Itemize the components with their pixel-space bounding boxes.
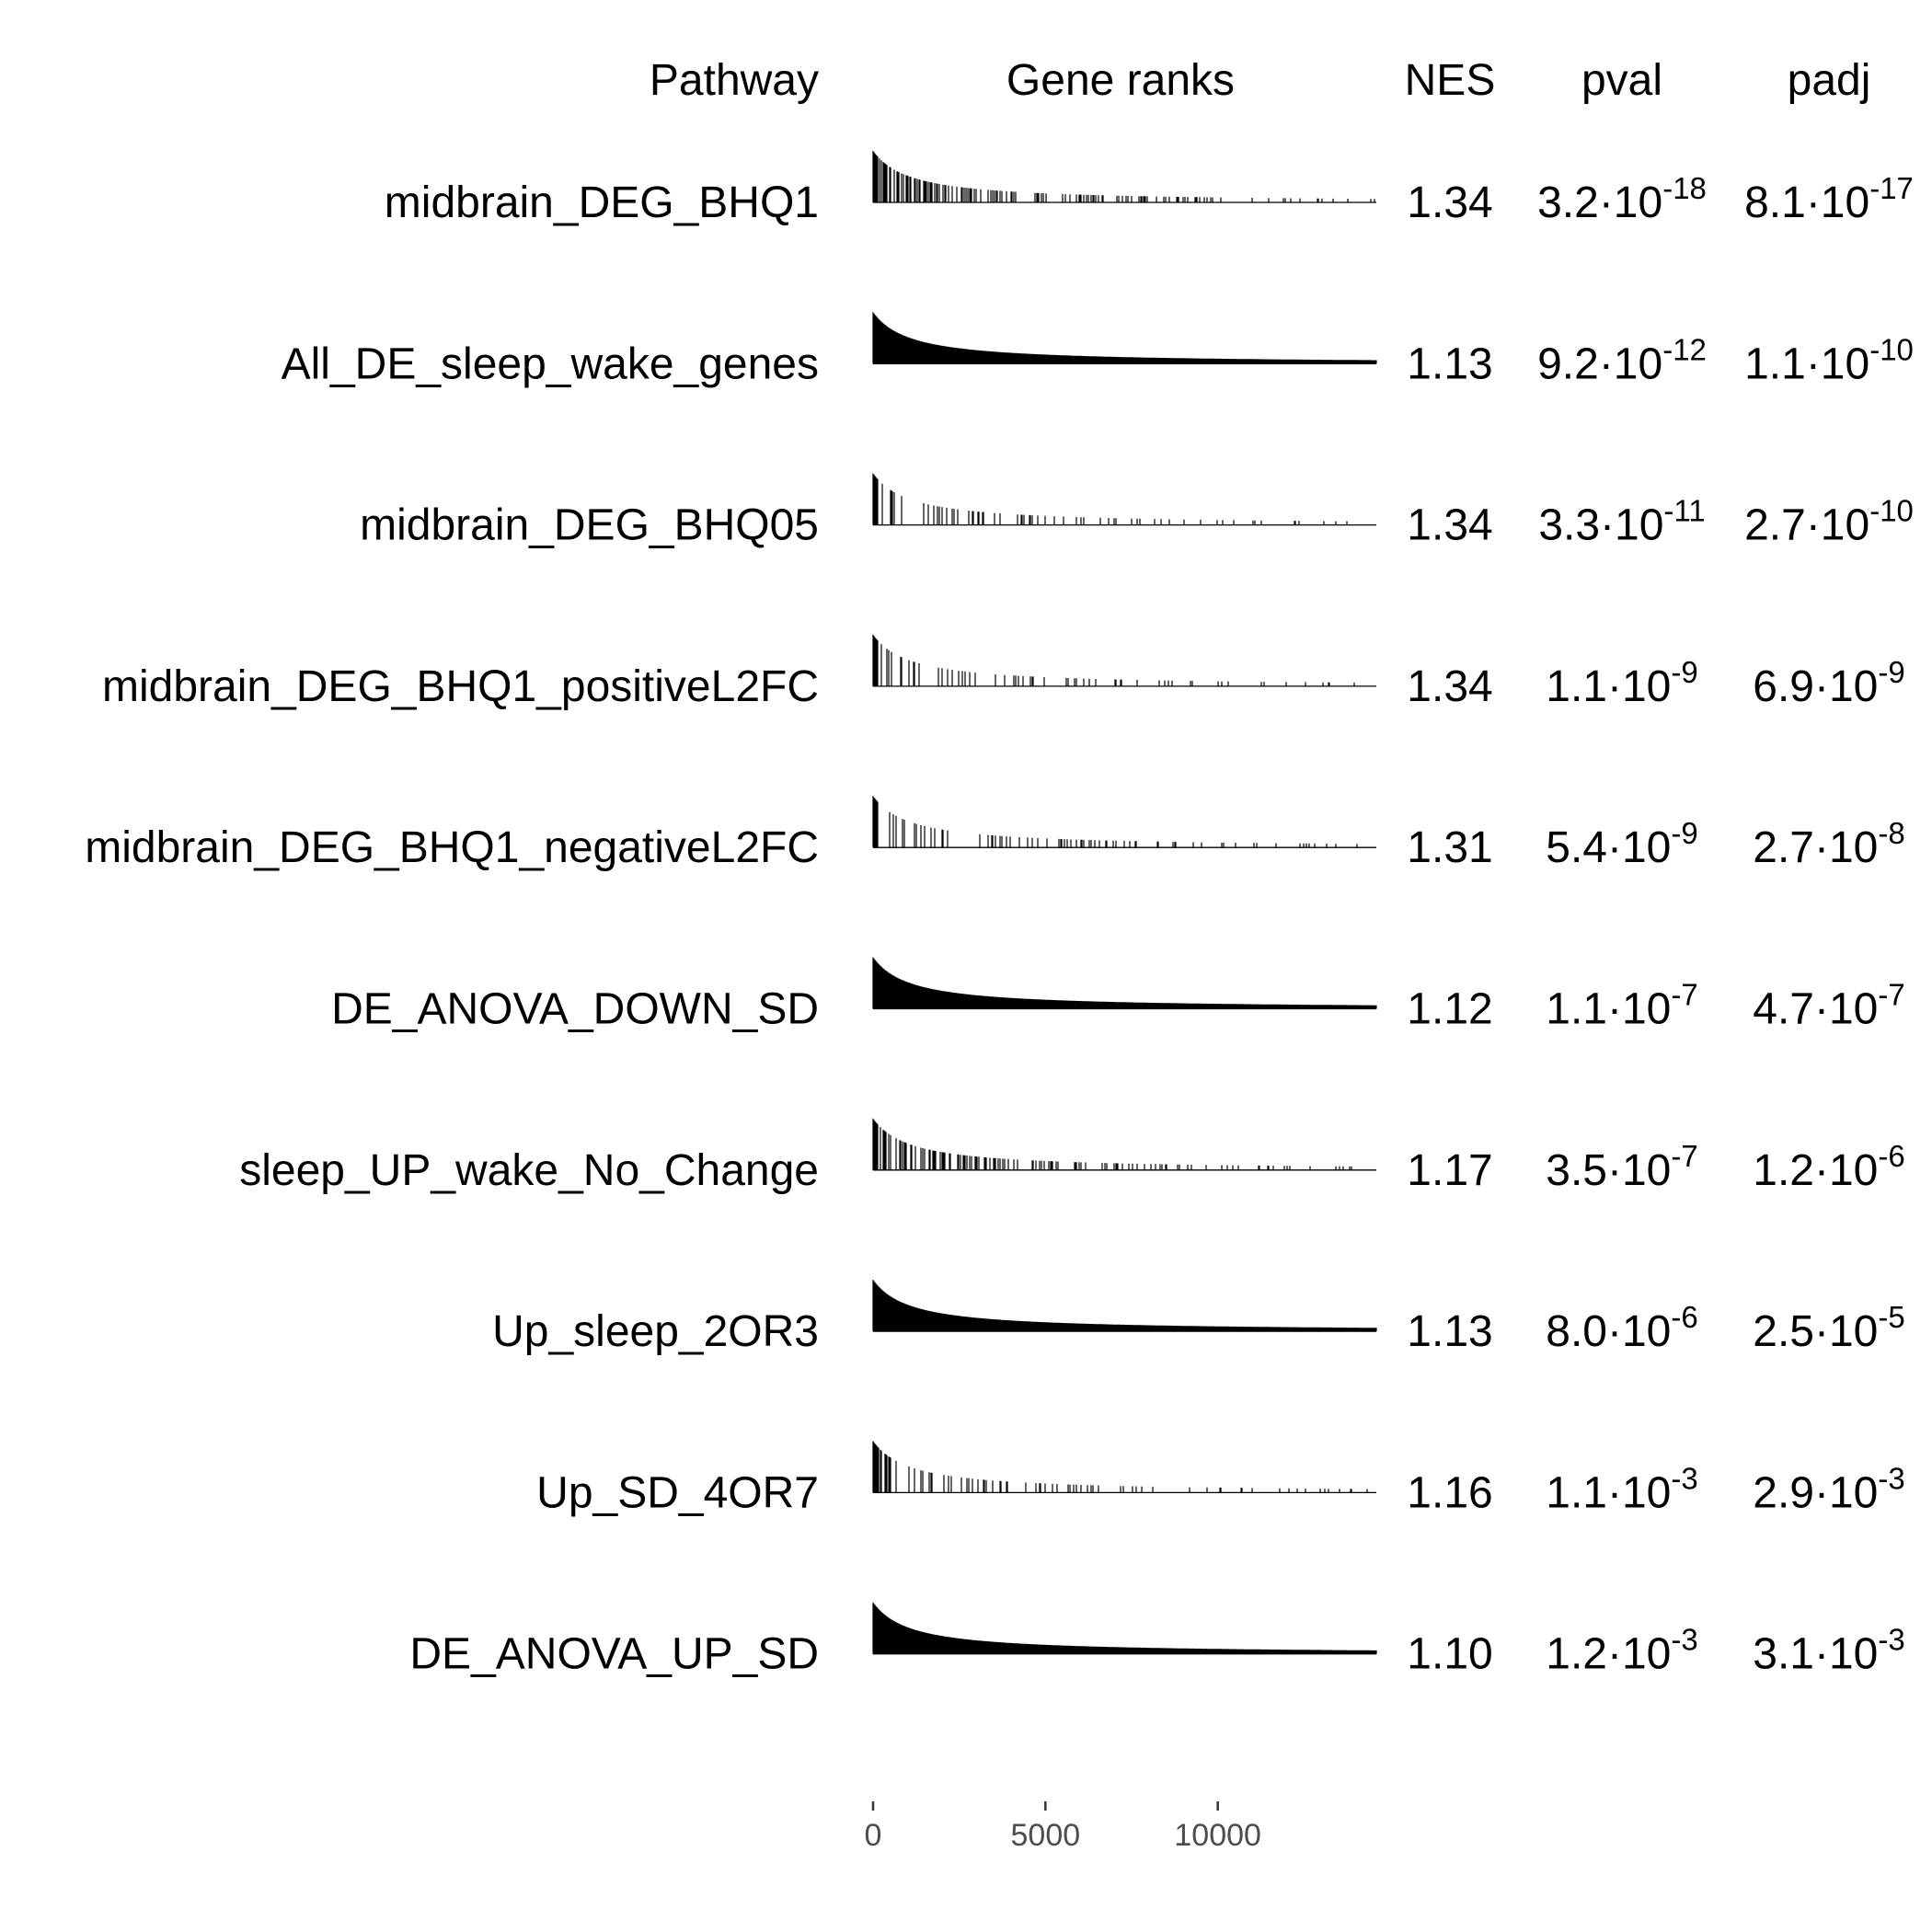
nes-value: 1.34	[1407, 178, 1492, 227]
pathway-label: DE_ANOVA_DOWN_SD	[331, 985, 819, 1034]
gene-rank-bars	[872, 1441, 1368, 1493]
x-axis: 0 5000 10000	[865, 1801, 1261, 1853]
pval-value: 5.4·10-9	[1546, 816, 1697, 872]
gene-rank-bars	[872, 796, 1358, 848]
nes-value: 1.13	[1407, 1307, 1492, 1356]
nes-value: 1.31	[1407, 823, 1492, 872]
pathway-row: midbrain_DEG_BHQ1_positiveL2FC 1.34 1.1·10…	[102, 634, 1905, 711]
pathway-label: midbrain_DEG_BHQ1_negativeL2FC	[85, 823, 819, 872]
header-padj: padj	[1788, 56, 1871, 105]
gene-rank-strip	[872, 796, 1376, 848]
pval-value: 1.1·10-3	[1546, 1461, 1697, 1517]
gene-rank-bars	[872, 957, 1377, 1009]
column-headers: Pathway Gene ranks NES pval padj	[650, 56, 1870, 105]
gene-rank-bars	[872, 1118, 1352, 1170]
padj-value: 1.2·10-6	[1753, 1139, 1904, 1195]
pathway-row: midbrain_DEG_BHQ1_negativeL2FC 1.31 5.4·10…	[85, 796, 1905, 872]
padj-value: 2.7·10-8	[1753, 816, 1904, 872]
padj-value: 2.7·10-10	[1744, 494, 1914, 550]
padj-value: 8.1·10-17	[1744, 171, 1914, 227]
x-tick-label: 10000	[1174, 1818, 1261, 1853]
gene-rank-bars	[872, 1280, 1377, 1332]
pathway-label: midbrain_DEG_BHQ05	[360, 501, 819, 550]
pathway-row: Up_SD_4OR7 1.16 1.1·10-3 2.9·10-3	[536, 1441, 1905, 1517]
gene-rank-bars	[872, 312, 1377, 364]
pathway-label: Up_SD_4OR7	[536, 1468, 819, 1517]
pathway-row: DE_ANOVA_UP_SD 1.10 1.2·10-3 3.1·10-3	[409, 1602, 1905, 1679]
padj-value: 1.1·10-10	[1744, 332, 1914, 388]
gene-rank-bars	[872, 634, 1355, 686]
gene-rank-bars	[872, 151, 1375, 202]
pathway-label: sleep_UP_wake_No_Change	[239, 1146, 819, 1195]
pval-value: 9.2·10-12	[1537, 332, 1707, 388]
pathway-row: midbrain_DEG_BHQ05 1.34 3.3·10-11 2.7·10-10	[360, 473, 1914, 550]
gene-rank-bars	[872, 1602, 1377, 1654]
pathway-row: Up_sleep_2OR3 1.13 8.0·10-6 2.5·10-5	[492, 1280, 1905, 1356]
gene-rank-strip	[872, 1118, 1376, 1171]
nes-value: 1.34	[1407, 501, 1492, 550]
gene-rank-strip	[872, 312, 1377, 364]
nes-value: 1.34	[1407, 662, 1492, 711]
header-gene-ranks: Gene ranks	[1006, 56, 1235, 105]
header-nes: NES	[1405, 56, 1496, 105]
nes-value: 1.16	[1407, 1468, 1492, 1517]
pathway-label: All_DE_sleep_wake_genes	[282, 339, 819, 388]
padj-value: 6.9·10-9	[1753, 655, 1904, 711]
gene-rank-strip	[872, 473, 1376, 526]
pathway-label: midbrain_DEG_BHQ1	[385, 178, 819, 227]
pval-value: 3.5·10-7	[1546, 1139, 1697, 1195]
padj-value: 3.1·10-3	[1753, 1623, 1904, 1679]
padj-value: 2.9·10-3	[1753, 1461, 1904, 1517]
pval-value: 8.0·10-6	[1546, 1300, 1697, 1356]
nes-value: 1.17	[1407, 1146, 1492, 1195]
pathway-label: Up_sleep_2OR3	[492, 1307, 819, 1356]
header-pathway: Pathway	[650, 56, 819, 105]
x-tick-label: 5000	[1011, 1818, 1081, 1853]
pathway-row: sleep_UP_wake_No_Change 1.17 3.5·10-7 1.2·1…	[239, 1118, 1905, 1195]
gene-rank-bars	[872, 473, 1348, 525]
pathway-label: midbrain_DEG_BHQ1_positiveL2FC	[102, 662, 819, 711]
nes-value: 1.13	[1407, 339, 1492, 388]
padj-value: 2.5·10-5	[1753, 1300, 1904, 1356]
pval-value: 1.2·10-3	[1546, 1623, 1697, 1679]
gene-rank-strip	[872, 957, 1377, 1010]
padj-value: 4.7·10-7	[1753, 978, 1904, 1034]
pval-value: 1.1·10-7	[1546, 978, 1697, 1034]
gene-rank-strip	[872, 634, 1376, 687]
gene-rank-strip	[872, 1280, 1377, 1332]
pathway-label: DE_ANOVA_UP_SD	[409, 1630, 819, 1679]
gene-rank-strip	[872, 1441, 1376, 1494]
gene-rank-strip	[872, 1602, 1377, 1655]
pval-value: 3.2·10-18	[1537, 171, 1707, 227]
gene-rank-strip	[872, 151, 1376, 203]
pathway-row: DE_ANOVA_DOWN_SD 1.12 1.1·10-7 4.7·10-7	[331, 957, 1905, 1034]
pathway-row: midbrain_DEG_BHQ1 1.34 3.2·10-18 8.1·10-17	[385, 151, 1914, 227]
pathway-row: All_DE_sleep_wake_genes 1.13 9.2·10-12 1.1·…	[282, 312, 1914, 388]
x-tick-label: 0	[865, 1818, 882, 1853]
header-pval: pval	[1581, 56, 1662, 105]
nes-value: 1.12	[1407, 985, 1492, 1034]
nes-value: 1.10	[1407, 1630, 1492, 1679]
pathway-rows: midbrain_DEG_BHQ1 1.34 3.2·10-18 8.1·10-17 A…	[85, 151, 1914, 1679]
pval-value: 3.3·10-11	[1538, 494, 1705, 550]
pval-value: 1.1·10-9	[1546, 655, 1697, 711]
